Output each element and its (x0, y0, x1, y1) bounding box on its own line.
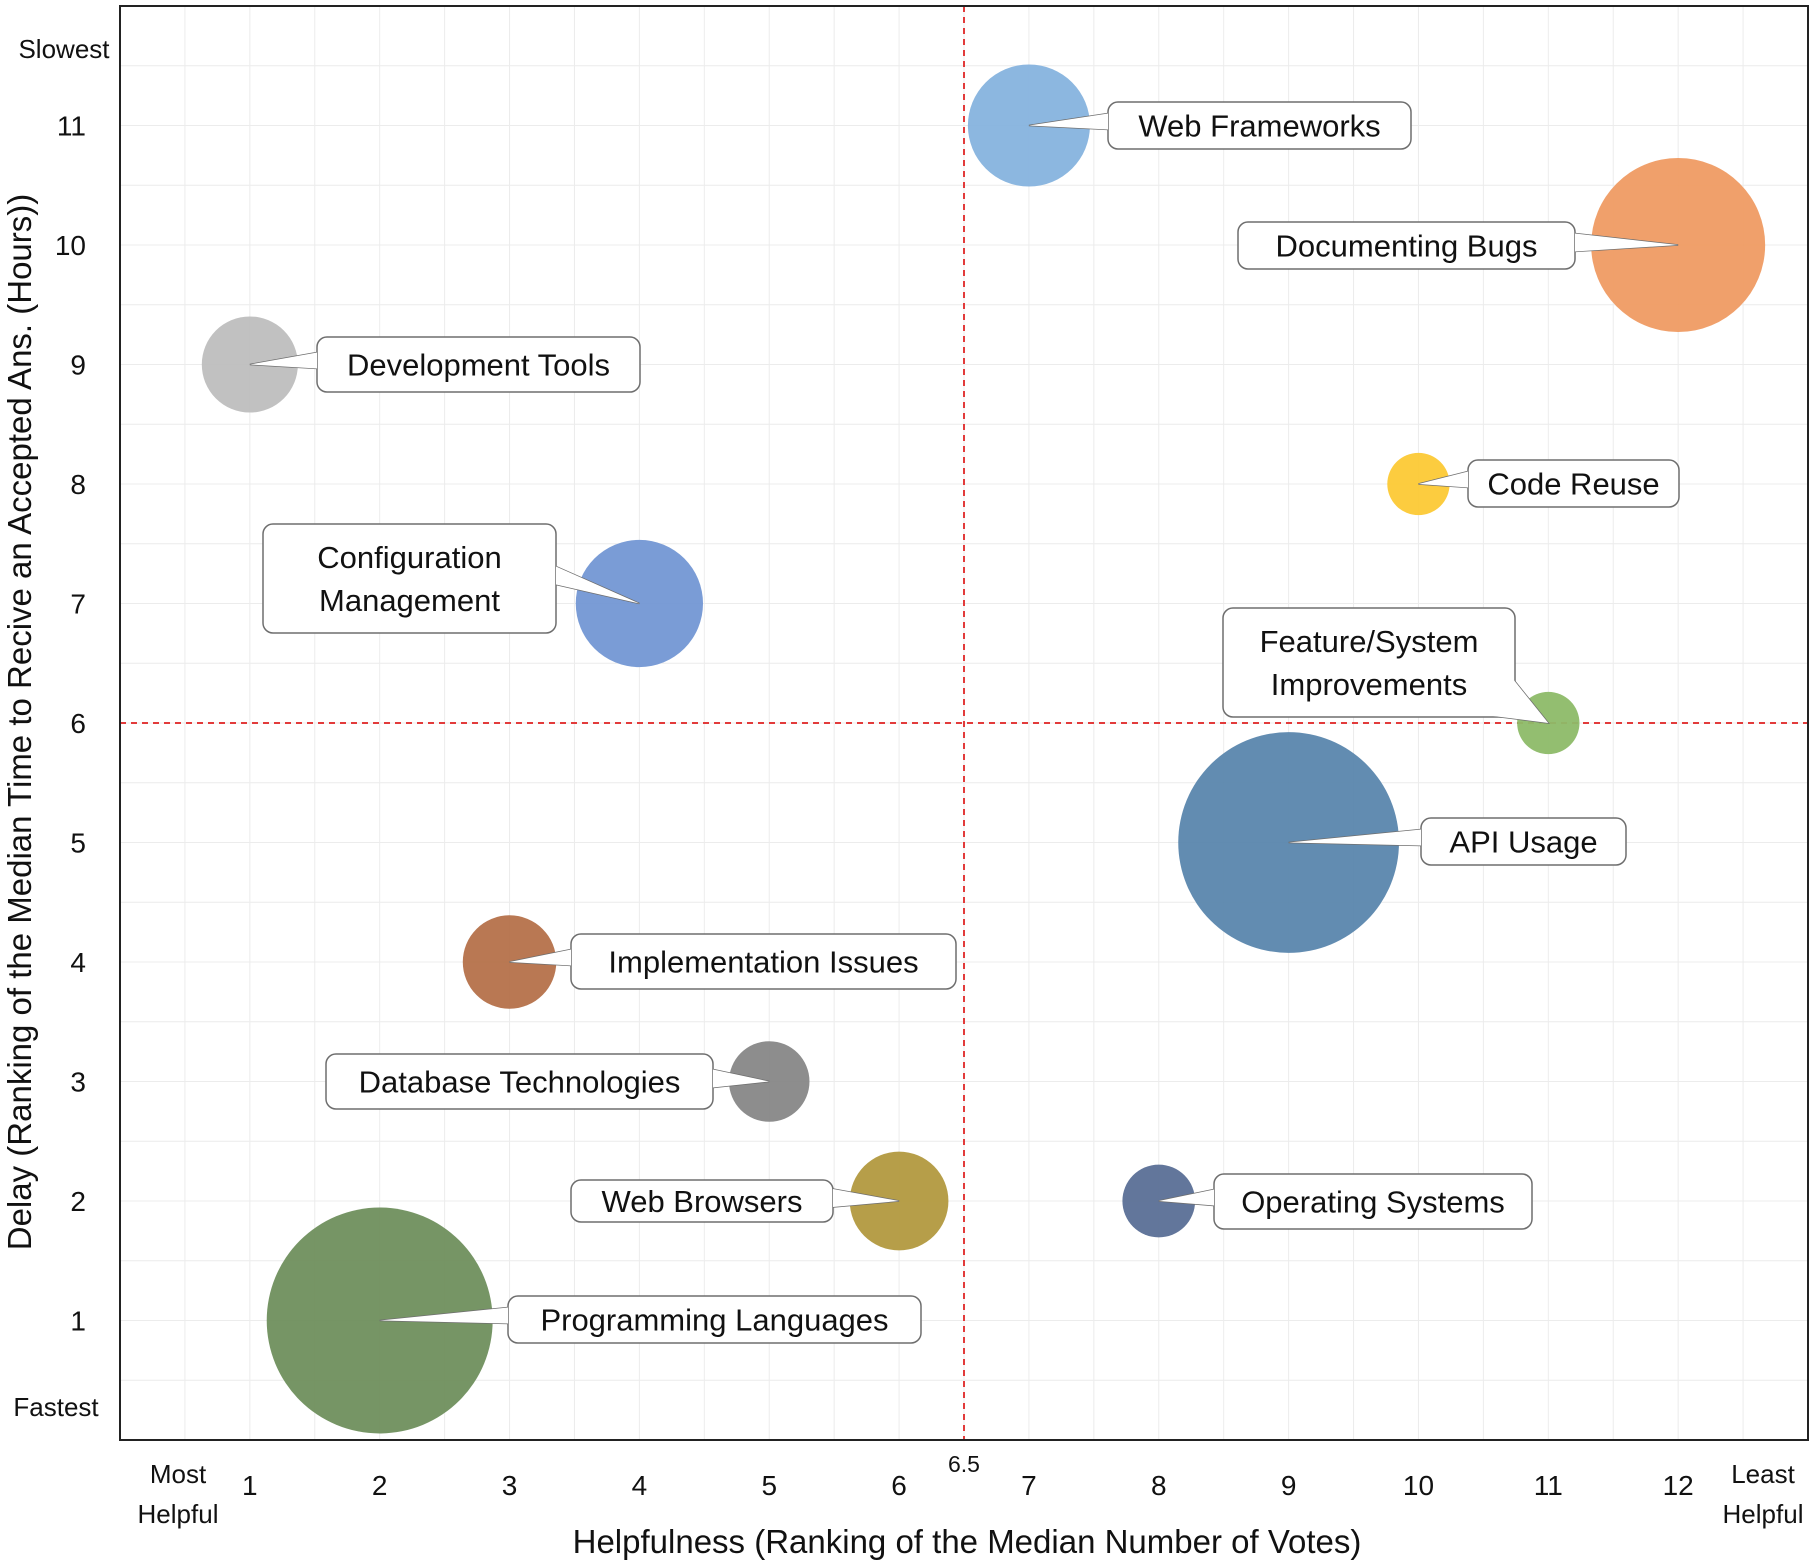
callout-pointer-fill (556, 566, 640, 604)
x-extreme-low-label: Most (150, 1459, 207, 1489)
callout-pointer-fill (379, 1307, 508, 1324)
callout-implementation-issues: Implementation Issues (509, 933, 957, 990)
callout-label: Web Frameworks (1138, 109, 1380, 144)
y-extreme-low-label: Fastest (13, 1392, 99, 1422)
y-axis-title: Delay (Ranking of the Median Time to Rec… (1, 194, 38, 1251)
y-tick-label: 8 (70, 469, 86, 500)
callout-label: Programming Languages (540, 1303, 888, 1338)
x-tick-label: 4 (632, 1470, 648, 1501)
callout-label: Code Reuse (1487, 467, 1659, 502)
callout-label: Implementation Issues (608, 945, 918, 980)
x-tick-label: 8 (1151, 1470, 1167, 1501)
callout-label: Development Tools (347, 348, 610, 383)
callout-pointer-fill (1575, 233, 1679, 252)
callout-configuration-management: Configuration Management (262, 523, 640, 634)
callout-feature-system-improvements: Feature/System Improvements (1222, 607, 1551, 724)
x-tick-label: 12 (1663, 1470, 1694, 1501)
callout-development-tools: Development Tools (249, 336, 641, 393)
callout-operating-systems: Operating Systems (1158, 1173, 1533, 1230)
plot-border (119, 5, 1809, 1441)
x-extreme-high-label: Least (1731, 1459, 1795, 1489)
reference-x-label: 6.5 (948, 1451, 980, 1477)
callout-label: Database Technologies (359, 1065, 681, 1100)
x-tick-label: 9 (1281, 1470, 1297, 1501)
callout-label: Improvements (1271, 667, 1467, 702)
y-tick-label: 11 (57, 111, 86, 142)
y-tick-label: 4 (70, 947, 86, 978)
y-tick-label: 7 (70, 589, 86, 620)
callout-documenting-bugs: Documenting Bugs (1237, 221, 1679, 270)
callout-label: Configuration (317, 540, 501, 575)
x-extreme-low-label: Helpful (138, 1499, 219, 1529)
callout-label: Documenting Bugs (1276, 229, 1538, 264)
callout-database-technologies: Database Technologies (325, 1053, 770, 1110)
x-tick-label: 1 (242, 1470, 258, 1501)
y-tick-label: 9 (70, 350, 86, 381)
y-tick-label: 3 (70, 1067, 86, 1098)
callout-pointer-fill (713, 1069, 770, 1088)
callout-pointer-fill (1485, 679, 1549, 723)
callout-pointer-fill (1158, 1189, 1214, 1206)
x-tick-label: 2 (372, 1470, 388, 1501)
y-tick-label: 5 (70, 828, 86, 859)
callout-web-frameworks: Web Frameworks (1028, 101, 1412, 150)
callout-api-usage: API Usage (1288, 817, 1627, 866)
callout-label: API Usage (1449, 825, 1597, 860)
callout-pointer-fill (1028, 113, 1108, 130)
x-axis-title: Helpfulness (Ranking of the Median Numbe… (573, 1523, 1362, 1560)
callout-web-browsers: Web Browsers (570, 1179, 900, 1223)
x-tick-label: 6 (891, 1470, 907, 1501)
callout-label: Management (319, 583, 500, 618)
x-tick-label: 3 (502, 1470, 518, 1501)
callout-pointer-fill (249, 352, 317, 369)
x-tick-label: 5 (761, 1470, 777, 1501)
callout-pointer-fill (833, 1189, 900, 1207)
callout-pointer-fill (509, 949, 571, 966)
y-tick-label: 10 (55, 230, 86, 261)
y-tick-label: 6 (70, 708, 86, 739)
x-tick-label: 11 (1534, 1470, 1563, 1501)
x-tick-label: 7 (1021, 1470, 1037, 1501)
x-extreme-high-label: Helpful (1723, 1499, 1804, 1529)
callout-pointer-fill (1288, 829, 1421, 846)
callout-label: Feature/System (1260, 624, 1479, 659)
callout-label: Operating Systems (1241, 1185, 1505, 1220)
callout-label: Web Browsers (602, 1184, 803, 1219)
y-extreme-high-label: Slowest (18, 34, 110, 64)
bubbles (201, 64, 1766, 1434)
callouts: Web Frameworks Documenting Bugs Developmen… (249, 101, 1680, 1344)
x-tick-label: 10 (1403, 1470, 1434, 1501)
callout-box (1222, 607, 1516, 718)
y-tick-label: 1 (70, 1306, 86, 1337)
callout-pointer-fill (1418, 471, 1468, 488)
callout-programming-languages: Programming Languages (379, 1295, 922, 1344)
y-tick-label: 2 (70, 1186, 86, 1217)
callout-code-reuse: Code Reuse (1418, 459, 1680, 508)
